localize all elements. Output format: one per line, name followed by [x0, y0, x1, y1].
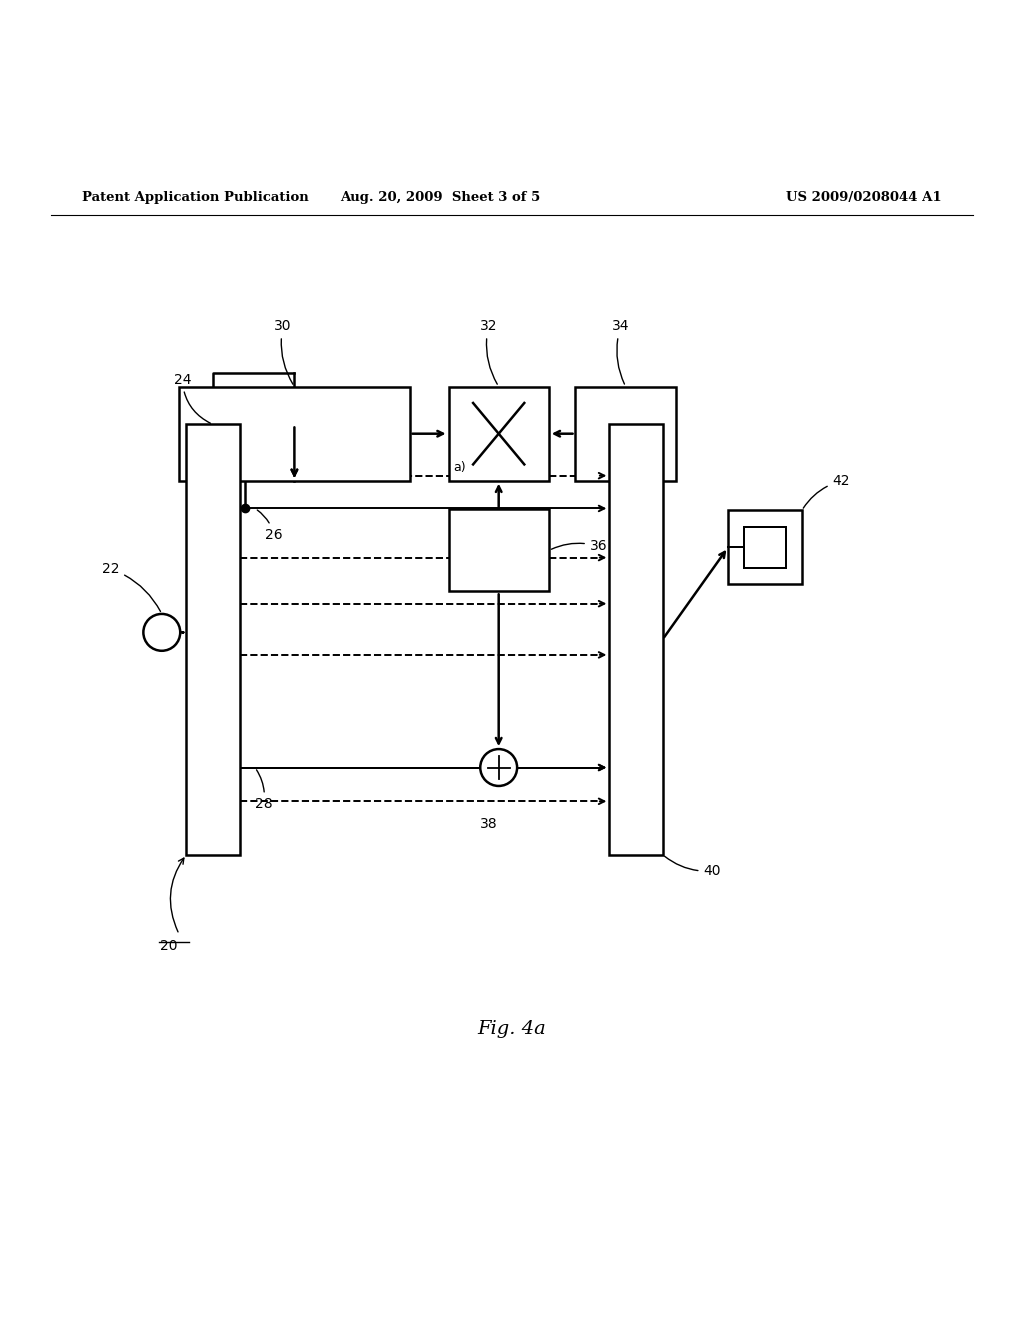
Bar: [575, 387, 676, 480]
Text: 20: 20: [160, 939, 178, 953]
Text: 30: 30: [274, 319, 293, 384]
Bar: [449, 387, 549, 480]
Bar: [728, 511, 802, 585]
Text: Aug. 20, 2009  Sheet 3 of 5: Aug. 20, 2009 Sheet 3 of 5: [340, 190, 541, 203]
Text: 36: 36: [551, 540, 607, 553]
Text: 42: 42: [803, 474, 850, 508]
Text: a): a): [454, 461, 466, 474]
Text: 40: 40: [665, 857, 721, 878]
Text: Fig. 4a: Fig. 4a: [477, 1019, 547, 1038]
Text: Patent Application Publication: Patent Application Publication: [82, 190, 308, 203]
Circle shape: [480, 748, 517, 785]
Text: 34: 34: [612, 319, 630, 384]
Bar: [744, 527, 785, 568]
Text: 24: 24: [173, 372, 211, 424]
Text: 28: 28: [255, 770, 272, 812]
Bar: [449, 510, 549, 591]
Text: 22: 22: [101, 562, 161, 611]
Bar: [186, 425, 240, 854]
Text: 32: 32: [479, 319, 498, 384]
Text: US 2009/0208044 A1: US 2009/0208044 A1: [786, 190, 942, 203]
Bar: [179, 387, 410, 480]
Text: 26: 26: [257, 510, 283, 543]
Bar: [609, 425, 663, 854]
Circle shape: [143, 614, 180, 651]
Text: 38: 38: [479, 817, 498, 830]
